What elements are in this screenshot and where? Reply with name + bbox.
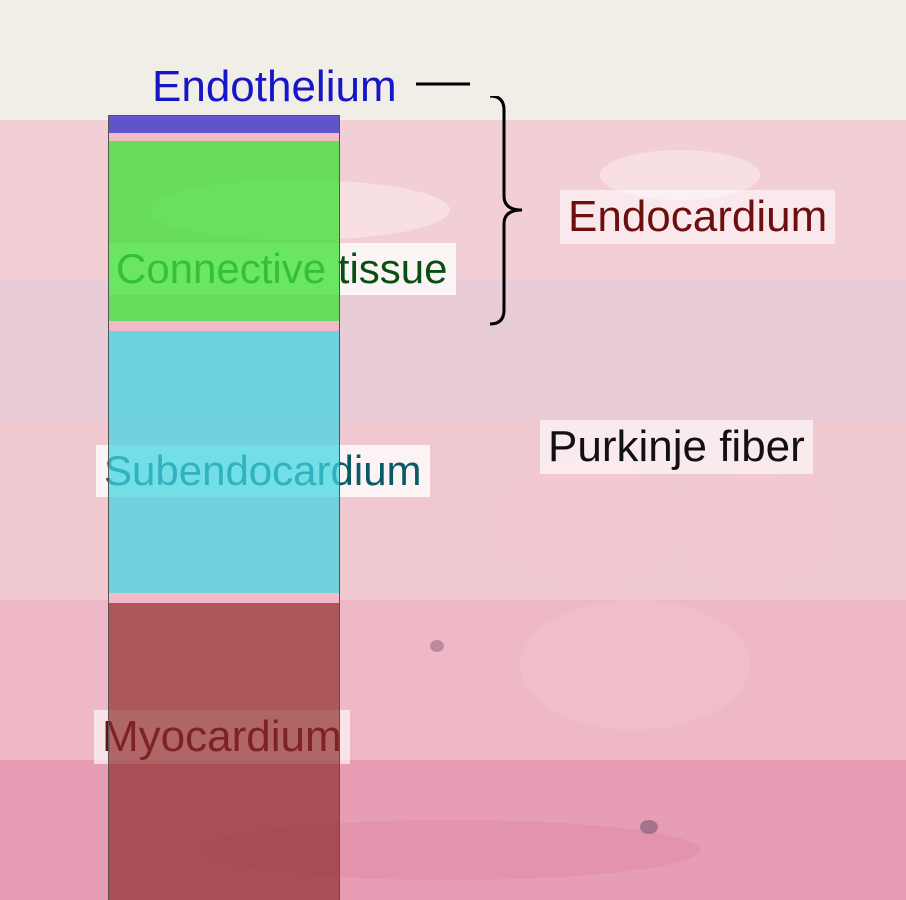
label-endocardium-text: Endocardium	[568, 192, 827, 241]
label-purkinje-text: Purkinje fiber	[548, 422, 805, 471]
layer-pink_sep3	[108, 593, 340, 603]
layer-pink_sep2	[108, 321, 340, 331]
label-endothelium-text: Endothelium	[152, 62, 397, 111]
layer-connective	[108, 141, 340, 321]
diagram-canvas: Endothelium Connective tissue Subendocar…	[0, 0, 906, 900]
layer-subendo	[108, 331, 340, 593]
layer-pink_sep1	[108, 133, 340, 141]
endocardium-brace	[490, 96, 558, 328]
label-endocardium: Endocardium	[560, 190, 835, 244]
label-endothelium: Endothelium	[144, 60, 405, 114]
label-purkinje-fiber: Purkinje fiber	[540, 420, 813, 474]
layer-endothelium	[108, 115, 340, 133]
layer-myocardium	[108, 603, 340, 900]
